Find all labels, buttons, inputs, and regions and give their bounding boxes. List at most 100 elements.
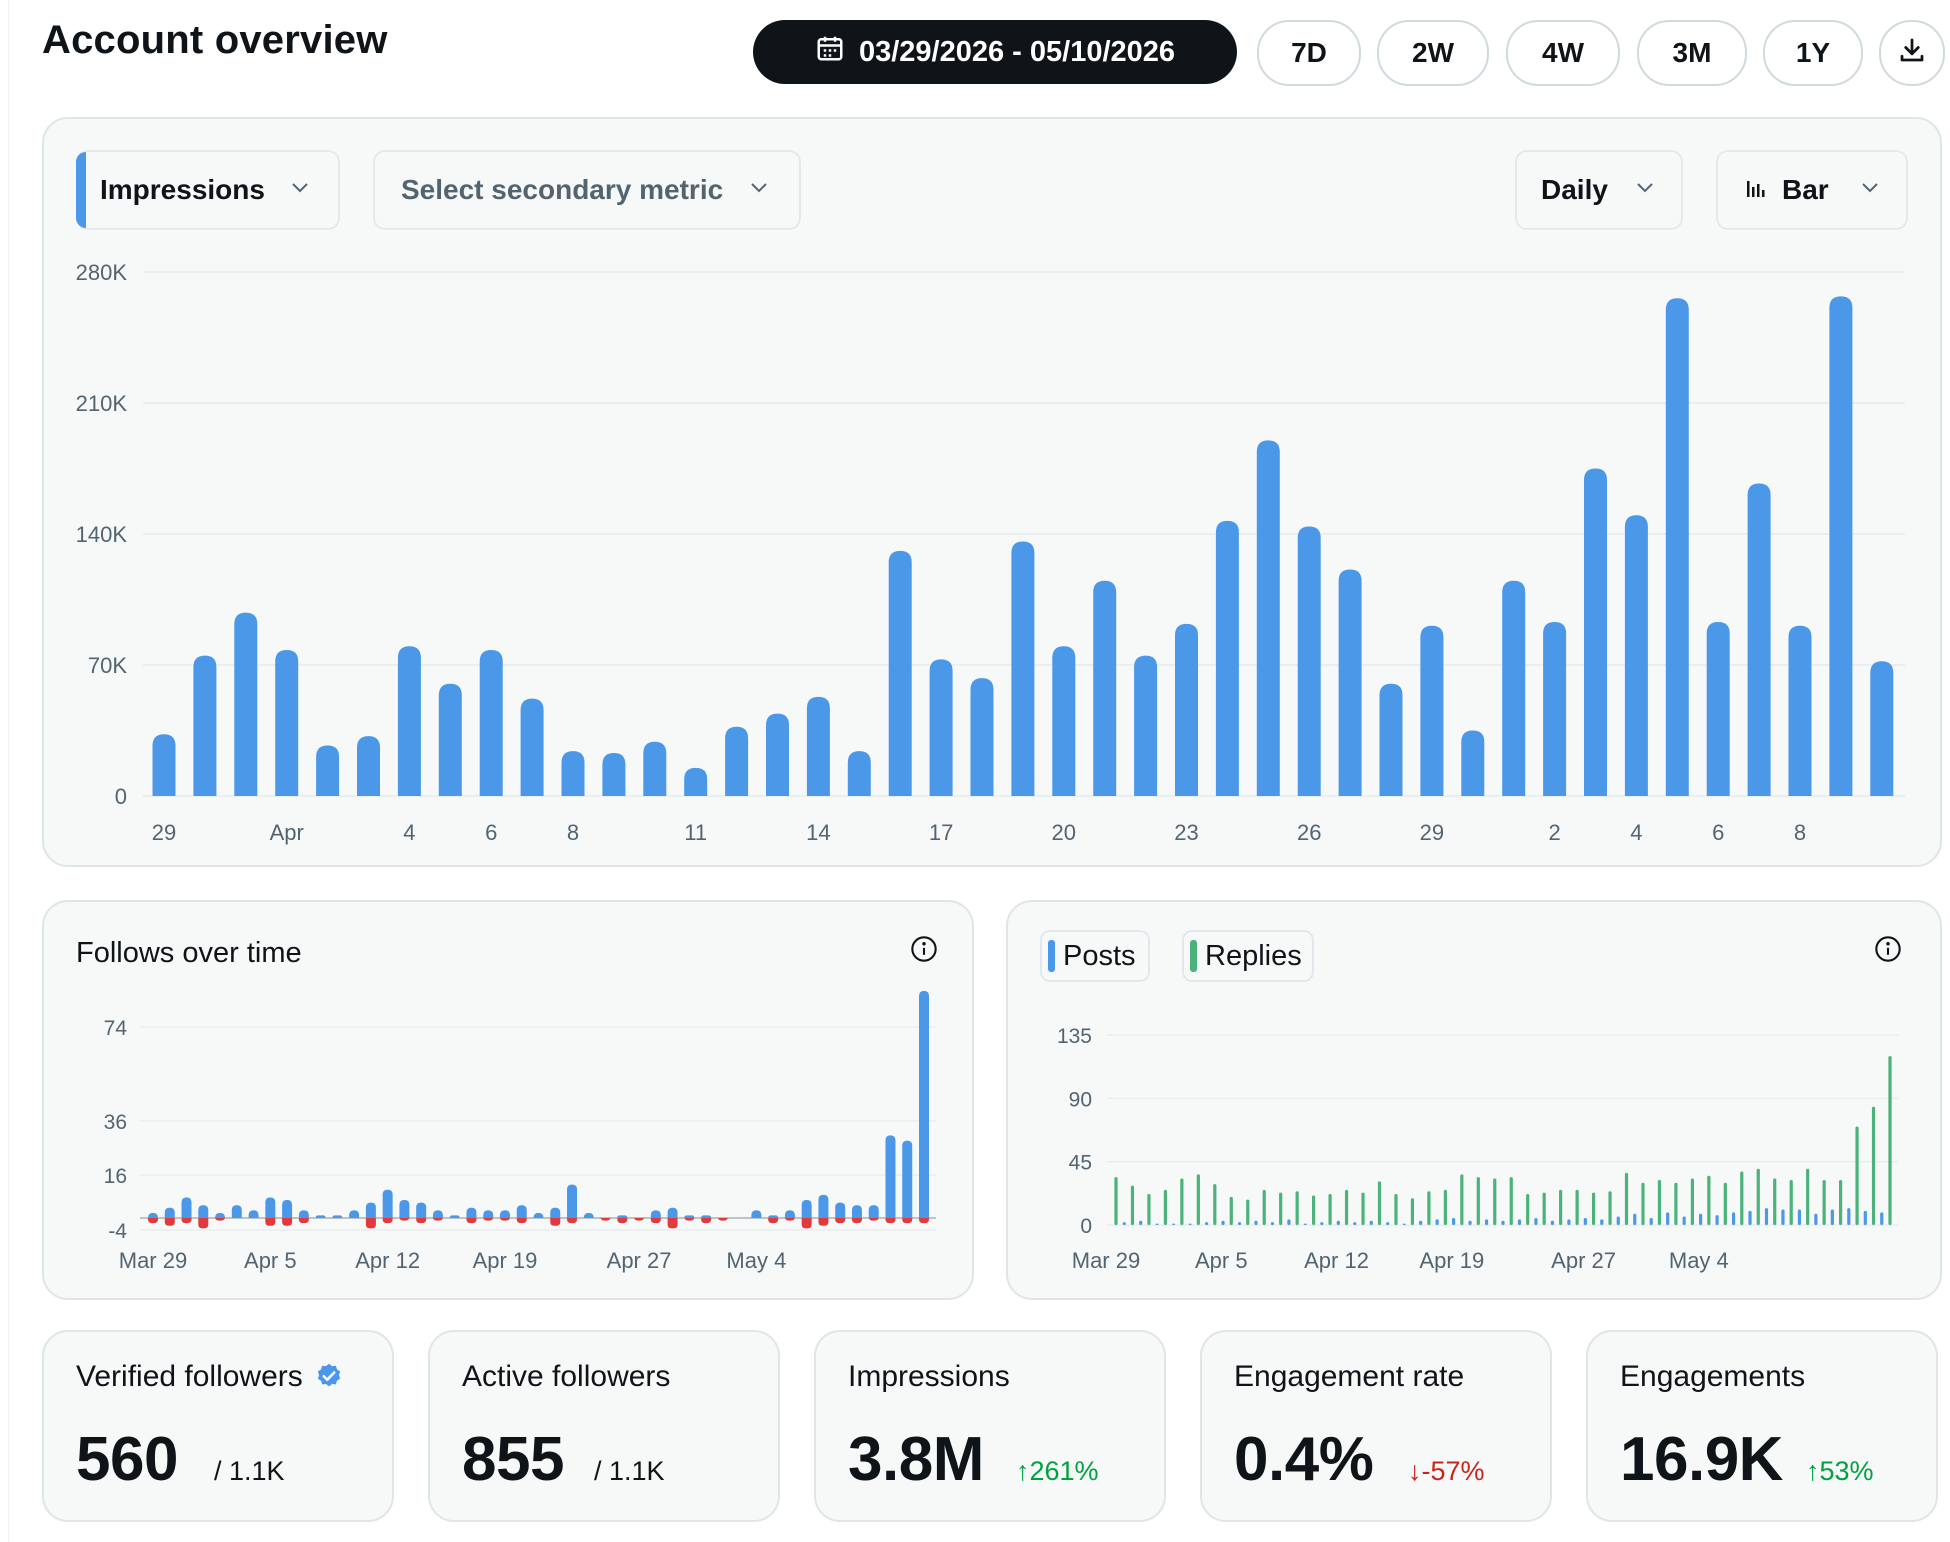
download-button[interactable]: [1879, 20, 1945, 86]
follows-bar: [617, 1215, 628, 1218]
secondary-metric-dropdown[interactable]: Select secondary metric: [373, 150, 801, 230]
follows-bar: [533, 1212, 544, 1218]
y-tick-label: 135: [1057, 1025, 1092, 1048]
replies-bar: [1657, 1179, 1662, 1225]
posts-bar: [1501, 1220, 1505, 1225]
posts-replies-card: [1006, 900, 1942, 1300]
stat-change: ↑53%: [1806, 1456, 1874, 1486]
primary-metric-swatch: [76, 152, 86, 228]
impressions-bar: [1665, 298, 1689, 796]
page-title: Account overview: [42, 18, 388, 62]
x-tick-label: 17: [929, 820, 953, 845]
primary-metric-dropdown[interactable]: Impressions: [76, 150, 340, 230]
unfollows-bar: [919, 1218, 929, 1224]
replies-bar: [1295, 1191, 1299, 1225]
impressions-bar: [1829, 296, 1853, 796]
stat-value: 560: [76, 1425, 178, 1494]
secondary-metric-label: Select secondary metric: [401, 174, 724, 205]
posts-bar: [1221, 1220, 1225, 1225]
posts-bar: [1188, 1223, 1192, 1225]
unfollows-bar: [567, 1218, 578, 1224]
follows-card: [42, 900, 974, 1300]
follows-bar: [164, 1207, 175, 1218]
impressions-bar: [1420, 625, 1444, 796]
calendar-icon: [815, 33, 845, 71]
replies-bar: [1838, 1179, 1843, 1225]
posts-bar: [1386, 1222, 1390, 1225]
x-tick-label: Apr 5: [244, 1248, 297, 1273]
replies-bar: [1394, 1194, 1398, 1225]
y-tick-label: 0: [115, 784, 127, 809]
replies-bar: [1773, 1178, 1777, 1225]
replies-bar: [1180, 1178, 1184, 1225]
legend-replies[interactable]: Replies: [1182, 930, 1314, 982]
unfollows-bar: [382, 1218, 393, 1224]
interval-dropdown[interactable]: Daily: [1515, 150, 1683, 230]
date-range-button[interactable]: 03/29/2026 - 05/10/2026: [753, 20, 1237, 84]
posts-bar: [1237, 1222, 1242, 1225]
replies-bar: [1855, 1126, 1859, 1225]
posts-bar: [1699, 1213, 1703, 1225]
follows-bar: [315, 1215, 326, 1218]
unfollows-bar: [818, 1218, 829, 1226]
follows-bar: [148, 1212, 158, 1218]
range-1y-button[interactable]: 1Y: [1763, 20, 1863, 86]
impressions-bar: [643, 741, 667, 796]
x-tick-label: 6: [485, 820, 497, 845]
legend-posts[interactable]: Posts: [1040, 930, 1150, 982]
unfollows-bar: [684, 1216, 695, 1221]
posts-bar: [1567, 1219, 1571, 1225]
unfollows-bar: [516, 1218, 527, 1224]
posts-bar: [1336, 1220, 1340, 1225]
impressions-bar: [847, 751, 871, 796]
replies-bar: [1740, 1171, 1744, 1225]
impressions-bar: [561, 751, 585, 796]
impressions-bar: [1502, 580, 1526, 796]
stat-label: Active followers: [462, 1360, 671, 1393]
unfollows-bar: [851, 1218, 862, 1224]
verified-badge-icon: [315, 1362, 343, 1398]
range-2w-button[interactable]: 2W: [1377, 20, 1489, 86]
follows-bar: [399, 1199, 410, 1218]
impressions-bar: [806, 696, 830, 796]
posts-bar: [1402, 1223, 1406, 1225]
replies-bar: [1871, 1106, 1876, 1225]
posts-bar: [1287, 1219, 1291, 1225]
impressions-bar: [1175, 623, 1198, 796]
impressions-bar: [888, 550, 912, 796]
y-tick-label: -4: [108, 1220, 127, 1243]
x-tick-label: 20: [1052, 820, 1076, 845]
stat-value: 0.4%: [1234, 1425, 1374, 1494]
legend-replies-label: Replies: [1205, 939, 1302, 972]
posts-bar: [1451, 1217, 1456, 1225]
replies-bar: [1213, 1184, 1217, 1225]
info-icon[interactable]: [1874, 935, 1902, 968]
x-tick-label: 4: [403, 820, 415, 845]
unfollows-bar: [902, 1218, 913, 1224]
impressions-bar: [929, 659, 953, 796]
range-3m-button[interactable]: 3M: [1637, 20, 1747, 86]
info-icon[interactable]: [910, 935, 938, 968]
unfollows-bar: [298, 1218, 309, 1224]
y-tick-label: 16: [104, 1165, 127, 1188]
stat-total: / 1.1K: [594, 1456, 665, 1486]
stat-label: Engagement rate: [1234, 1360, 1465, 1393]
impressions-bar: [1256, 440, 1280, 796]
replies-bar: [1427, 1191, 1431, 1225]
range-7d-button[interactable]: 7D: [1257, 20, 1361, 86]
impressions-bar: [479, 650, 503, 796]
range-4w-button[interactable]: 4W: [1506, 20, 1620, 86]
chevron-down-icon: [1858, 174, 1882, 206]
y-tick-label: 36: [104, 1111, 127, 1134]
posts-bar: [1303, 1223, 1307, 1225]
chart-type-dropdown[interactable]: Bar: [1716, 150, 1908, 230]
replies-bar: [1476, 1177, 1480, 1225]
follows-bar: [298, 1210, 309, 1218]
arrow-down-icon: ↓: [1408, 1456, 1422, 1486]
follows-bar: [583, 1212, 594, 1218]
x-tick-label: Apr 19: [1419, 1248, 1484, 1273]
unfollows-bar: [784, 1216, 795, 1221]
unfollows-bar: [600, 1216, 611, 1221]
impressions-bar: [1379, 683, 1403, 796]
stat-label: Impressions: [848, 1360, 1010, 1393]
